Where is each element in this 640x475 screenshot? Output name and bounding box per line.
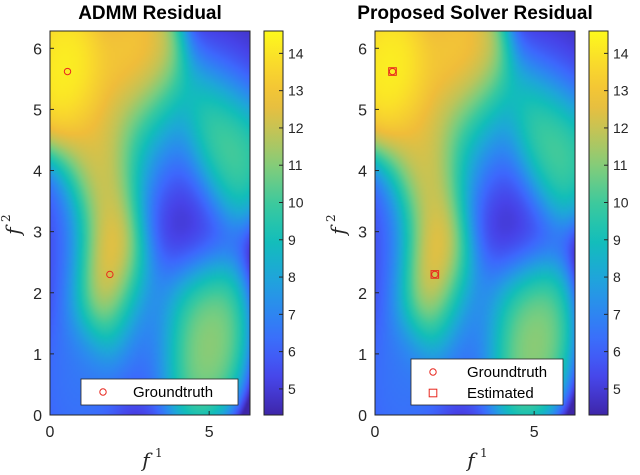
chart-title: Proposed Solver Residual [357,3,592,24]
colorbar-tick-label: 6 [288,344,296,360]
y-axis-label-superscript: 2 [324,214,338,222]
y-tick-label: 2 [33,286,42,303]
marker-groundtruth [431,270,439,279]
heatmap-image [50,31,250,415]
colorbar-tick-label: 6 [613,344,621,360]
colorbar-tick-label: 5 [288,381,296,397]
colorbar-tick-label: 8 [613,269,621,285]
colorbar-tick-label: 12 [288,120,304,136]
legend-marker-groundtruth [99,388,107,396]
legend-label: Groundtruth [467,364,547,381]
y-axis-label-superscript: 2 [0,214,13,222]
legend: Groundtruth Estimated [410,358,564,406]
colorbar-tick-label: 14 [613,45,629,61]
colorbar-tick-label: 14 [288,45,304,61]
colorbar [263,30,284,416]
legend-label: Groundtruth [133,384,213,401]
y-tick-label: 5 [358,102,367,119]
y-tick-label: 1 [358,347,367,364]
y-axis-label-group: f2 [324,214,350,236]
x-axis-label-superscript: 1 [155,446,163,460]
colorbar-tick-label: 7 [288,306,296,322]
marker-estimated [430,270,440,279]
y-axis-label: f [1,224,25,237]
y-tick-label: 5 [33,102,42,119]
legend-marker-groundtruth [429,368,437,376]
y-tick-label: 4 [358,164,367,181]
x-tick-label: 5 [205,424,214,441]
legend-box [80,378,239,406]
y-tick-label: 0 [358,408,367,425]
y-tick-label: 3 [33,225,42,242]
legend-label: Estimated [467,385,534,402]
colorbar-tick-label: 13 [288,83,304,99]
marker-groundtruth [388,67,397,76]
colorbar-tick-label: 5 [613,381,621,397]
y-tick-label: 4 [33,164,42,181]
colorbar-tick-label: 12 [613,120,629,136]
y-axis-label: f [326,224,350,237]
y-tick-label: 3 [358,225,367,242]
chart-title: ADMM Residual [78,3,222,24]
x-tick-label: 0 [46,424,55,441]
colorbar [588,30,609,416]
axes-frame [49,30,251,416]
x-axis-label: f [465,448,478,472]
colorbar-tick-label: 9 [288,232,296,248]
y-tick-label: 0 [33,408,42,425]
legend-box [410,358,564,406]
y-tick-label: 6 [358,41,367,58]
y-tick-label: 6 [33,41,42,58]
x-axis-label-superscript: 1 [480,446,488,460]
marker-groundtruth [106,270,114,279]
x-tick-label: 0 [371,424,380,441]
legend-marker-estimated [428,388,438,398]
colorbar-tick-label: 11 [288,157,303,173]
legend: Groundtruth [80,378,239,406]
colorbar-tick-label: 9 [613,232,621,248]
y-tick-label: 2 [358,286,367,303]
x-tick-label: 5 [530,424,539,441]
colorbar-tick-label: 7 [613,306,621,322]
colorbar-tick-label: 10 [613,194,629,210]
colorbar-tick-label: 8 [288,269,296,285]
marker-estimated [388,67,397,76]
marker-groundtruth [63,67,72,76]
colorbar-tick-label: 10 [288,194,304,210]
heatmap-image [375,31,575,415]
y-tick-label: 1 [33,347,42,364]
axes-frame [374,30,576,416]
y-axis-label-group: f2 [0,214,25,236]
x-axis-label: f [140,448,153,472]
colorbar-tick-label: 11 [613,157,628,173]
colorbar-tick-label: 13 [613,83,629,99]
